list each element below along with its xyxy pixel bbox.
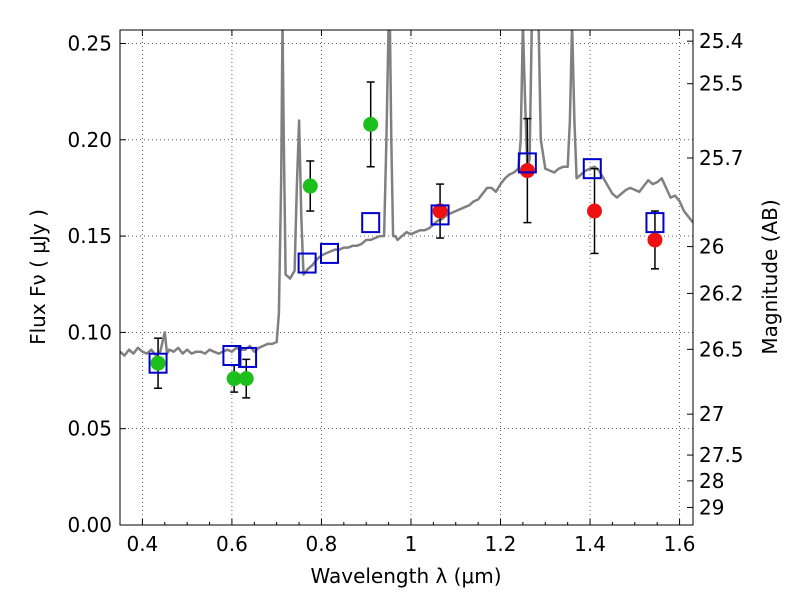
x-tick-label: 1 <box>405 532 418 556</box>
y-tick-label: 0.00 <box>67 513 112 537</box>
x-axis-title: Wavelength λ (μm) <box>310 564 501 588</box>
plot-background <box>120 30 693 525</box>
model-flux-box <box>238 346 258 368</box>
magnitude-tick-label: 29 <box>699 495 724 519</box>
x-tick-label: 0.8 <box>306 532 338 556</box>
model-flux-box <box>297 252 317 274</box>
magnitude-tick-label: 25.7 <box>699 146 744 170</box>
x-tick-label: 0.6 <box>216 532 248 556</box>
magnitude-tick-label: 26.5 <box>699 337 744 361</box>
magnitude-tick-label: 26.2 <box>699 281 744 305</box>
x-tick-label: 1.6 <box>664 532 696 556</box>
green-data-point <box>363 116 379 132</box>
magnitude-tick-label: 26 <box>699 235 724 259</box>
x-tick-label: 0.4 <box>126 532 158 556</box>
grid <box>120 30 693 525</box>
magnitude-tick-label: 28 <box>699 469 724 493</box>
model-photometry-boxes <box>148 152 665 374</box>
green-data-point <box>302 178 318 194</box>
model-flux-box <box>222 345 242 367</box>
y-axis-ticks: 0.00 0.05 0.10 0.15 0.20 0.25 <box>67 31 126 537</box>
model-flux-box <box>430 204 450 226</box>
magnitude-tick-label: 25.4 <box>699 29 744 53</box>
plot-frame <box>119 29 694 526</box>
model-flux-box <box>148 352 168 374</box>
magnitude-tick-label: 27 <box>699 402 724 426</box>
magnitude-tick-label: 25.5 <box>699 72 744 96</box>
x-tick-label: 1.2 <box>485 532 517 556</box>
green-data-point <box>226 371 242 387</box>
red-data-point <box>519 163 535 179</box>
red-data-point <box>587 203 603 219</box>
y-tick-label: 0.10 <box>67 320 112 344</box>
y-axis-title: Flux Fν ( μJy ) <box>26 209 50 345</box>
model-flux-box <box>582 158 602 180</box>
x-tick-label: 1.4 <box>574 532 606 556</box>
y-tick-label: 0.25 <box>67 31 112 55</box>
green-data-point <box>238 371 254 387</box>
magnitude-axis-title: Magnitude (AB) <box>758 199 782 354</box>
model-flux-box <box>320 242 340 264</box>
magnitude-tick-label: 27.5 <box>699 443 744 467</box>
x-axis-ticks: 0.4 0.6 0.8 1 1.2 1.4 1.6 <box>119 30 696 556</box>
red-data-point <box>432 203 448 219</box>
y-tick-label: 0.20 <box>67 128 112 152</box>
y-tick-label: 0.15 <box>67 224 112 248</box>
model-flux-box <box>645 212 665 234</box>
green-data-point <box>150 355 166 371</box>
photometry-points <box>150 116 663 387</box>
model-flux-box <box>517 152 537 174</box>
red-data-point <box>647 232 663 248</box>
model-flux-box <box>361 212 381 234</box>
y-tick-label: 0.05 <box>67 417 112 441</box>
